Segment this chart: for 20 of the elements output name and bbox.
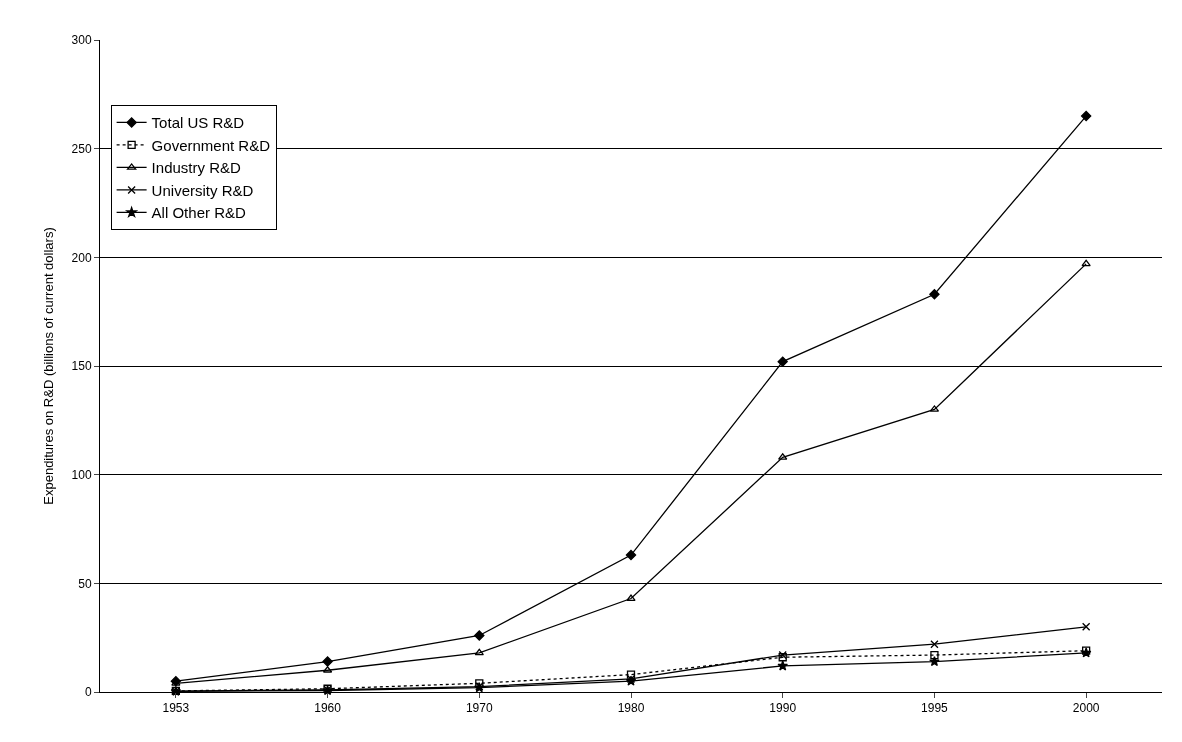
x-tick-label: 1990 bbox=[769, 701, 797, 716]
y-tick-label: 200 bbox=[71, 250, 92, 265]
y-axis-title: Expenditures on R&D (billions of current dollars) bbox=[40, 227, 56, 505]
x-tick-label: 2000 bbox=[1072, 701, 1100, 716]
x-tick-label: 1960 bbox=[314, 701, 342, 716]
legend-label: Government R&D bbox=[151, 136, 271, 154]
legend-label: Total US R&D bbox=[151, 114, 245, 132]
y-tick-label: 50 bbox=[78, 576, 92, 591]
x-tick-label: 1970 bbox=[465, 701, 493, 716]
x-tick-label: 1995 bbox=[921, 701, 949, 716]
legend-label: All Other R&D bbox=[151, 204, 246, 222]
y-tick-label: 100 bbox=[71, 467, 92, 482]
legend-label: Industry R&D bbox=[151, 159, 241, 177]
y-tick-label: 150 bbox=[71, 359, 92, 374]
legend-label: University R&D bbox=[151, 181, 254, 199]
y-tick-label: 0 bbox=[84, 685, 92, 700]
y-tick-label: 300 bbox=[71, 33, 92, 48]
x-tick-label: 1953 bbox=[162, 701, 190, 716]
y-tick-label: 250 bbox=[71, 141, 92, 156]
x-tick-label: 1980 bbox=[617, 701, 645, 716]
